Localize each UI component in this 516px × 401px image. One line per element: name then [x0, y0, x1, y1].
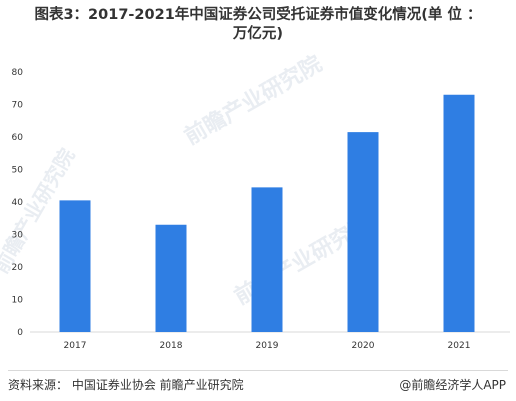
y-tick-label: 70: [12, 101, 24, 111]
x-tick-label: 2018: [160, 341, 183, 351]
brand-text: @前瞻经济学人APP: [399, 378, 506, 392]
x-tick-label: 2021: [448, 341, 471, 351]
footer: 资料来源： 中国证券业协会 前瞻产业研究院 @前瞻经济学人APP: [8, 370, 508, 392]
y-tick-label: 80: [12, 68, 24, 78]
bar-2018: [155, 224, 187, 332]
y-tick-label: 20: [12, 263, 24, 273]
x-tick-label: 2019: [256, 341, 279, 351]
bar-2017: [59, 200, 91, 332]
bar-chart: 前瞻产业研究院 前瞻产业研究院 前瞻产业研究院 0 10 20 30 40 50 60 70 8…: [0, 51, 510, 351]
y-tick-label: 0: [17, 328, 23, 338]
watermark-text: 前瞻产业研究院: [180, 51, 326, 151]
y-tick-label: 40: [12, 198, 24, 208]
chart-title-line-2: 万亿元): [232, 26, 284, 42]
bar-2020: [347, 132, 379, 332]
y-tick-label: 10: [12, 296, 24, 306]
bar-2021: [443, 94, 475, 332]
y-tick-label: 60: [12, 133, 24, 143]
bars: [59, 94, 475, 332]
y-tick-label: 50: [12, 166, 24, 176]
source-text: 资料来源： 中国证券业协会 前瞻产业研究院: [8, 378, 244, 392]
chart-title: 图表3：2017-2021年中国证券公司受托证券市值变化情况(单 位 ： 万亿元…: [0, 6, 516, 44]
bar-2019: [251, 187, 283, 332]
y-tick-label: 30: [12, 231, 24, 241]
x-tick-label: 2017: [64, 341, 87, 351]
chart-title-line-1: 图表3：2017-2021年中国证券公司受托证券市值变化情况(单 位 ：: [34, 7, 482, 23]
x-tick-label: 2020: [352, 341, 375, 351]
watermark-group: 前瞻产业研究院 前瞻产业研究院 前瞻产业研究院: [0, 51, 376, 311]
